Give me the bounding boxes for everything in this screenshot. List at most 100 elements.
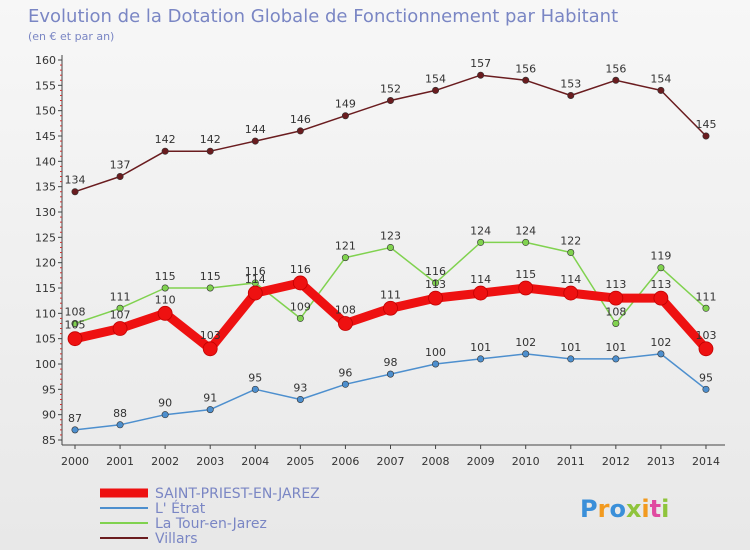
brand-logo: Proxiti [580,495,669,523]
x-tick-label: 2005 [286,455,314,468]
series-0 [67,275,714,357]
y-tick-label: 145 [35,130,56,143]
data-label: 149 [335,98,356,111]
data-point [657,86,665,94]
y-tick-label: 90 [42,409,56,422]
data-point [477,71,485,79]
x-tick-label: 2012 [602,455,630,468]
brand-letter: i [641,495,649,523]
data-point [157,305,173,321]
data-point [71,188,79,196]
data-point [71,426,79,434]
series-2 [71,238,710,327]
data-point [432,279,440,287]
y-tick-label: 125 [35,231,56,244]
data-label: 121 [335,240,356,253]
data-label: 100 [425,346,446,359]
data-label: 108 [335,303,356,316]
data-point [612,319,620,327]
data-point [71,319,79,327]
data-point [296,395,304,403]
data-label: 115 [155,270,176,283]
brand-letter: t [650,495,661,523]
data-point [428,290,443,306]
data-label: 142 [200,133,221,146]
data-point [702,132,710,140]
data-label: 108 [605,305,626,318]
axes: 85 90 95 100 105 110 115 120 125 130 135 140 145 150 1… [35,54,725,468]
x-tick-label: 2001 [106,455,134,468]
data-label: 102 [650,336,671,349]
data-label: 122 [560,235,581,248]
x-tick-label: 2014 [692,455,720,468]
data-label: 137 [110,159,131,172]
legend-label: La Tour-en-Jarez [155,516,267,532]
data-label: 107 [110,309,131,322]
data-point [341,254,349,262]
data-point [112,321,128,336]
data-label: 101 [605,341,626,354]
data-point [563,285,579,301]
data-point [161,411,169,419]
data-point [522,238,530,246]
brand-letter: o [609,495,626,523]
x-tick-label: 2006 [331,455,359,468]
data-point [657,350,665,358]
data-label: 102 [515,336,536,349]
data-label: 154 [425,72,446,85]
y-tick-label: 85 [42,434,56,447]
x-tick-label: 2004 [241,455,269,468]
y-tick-label: 130 [35,206,56,219]
data-point [522,350,530,358]
data-label: 115 [200,270,221,283]
data-label: 103 [200,329,221,342]
y-tick-label: 110 [35,307,56,320]
x-tick-label: 2009 [467,455,495,468]
series-layer [67,71,714,434]
series-1 [71,350,710,434]
data-label: 88 [113,407,127,420]
data-point [206,147,214,155]
data-label: 109 [290,300,311,313]
data-label: 111 [695,290,716,303]
data-label: 110 [155,293,176,306]
data-point [477,238,485,246]
data-label: 101 [470,341,491,354]
brand-letter: i [661,495,669,523]
data-point [702,304,710,312]
data-label: 146 [290,113,311,126]
data-point [161,284,169,292]
chart-subtitle: (en € et par an) [28,30,114,43]
data-label: 103 [695,329,716,342]
y-tick-label: 100 [35,358,56,371]
data-point [206,406,214,414]
data-point [296,127,304,135]
data-point [296,314,304,322]
data-point [206,284,214,292]
data-point [567,355,575,363]
data-point [247,285,263,301]
data-label: 153 [560,77,581,90]
data-label: 98 [383,356,397,369]
y-tick-label: 155 [35,79,56,92]
series-3 [71,71,710,196]
data-point [116,304,124,312]
legend-label: SAINT-PRIEST-EN-JAREZ [155,486,320,502]
data-point [432,360,440,368]
y-tick-label: 95 [42,383,56,396]
data-point [386,370,394,378]
data-label: 113 [605,278,626,291]
data-point [567,249,575,257]
data-label: 116 [425,265,446,278]
data-point [518,280,534,296]
data-point [698,341,714,357]
data-point [657,264,665,272]
data-label: 123 [380,229,401,242]
data-label: 113 [425,278,446,291]
data-point [432,86,440,94]
x-tick-label: 2000 [61,455,89,468]
data-label: 95 [248,371,262,384]
y-tick-label: 140 [35,155,56,168]
